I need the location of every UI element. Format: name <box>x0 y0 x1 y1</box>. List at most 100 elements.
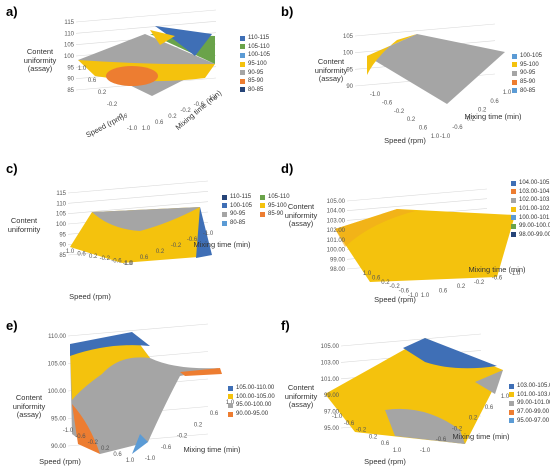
legend-item: 100.00-101.00 <box>511 213 550 222</box>
legend-label: 97.00-99.00 <box>517 409 550 416</box>
y-tick-label: 1.0 <box>421 293 430 299</box>
z-tick-label: 100 <box>64 54 75 60</box>
surface-c-blue-corner <box>196 207 212 258</box>
legend-item: 95-100 <box>240 60 270 69</box>
legend-item: 90-95 <box>512 69 542 78</box>
chart-panel-a: 115 110 105 100 95 90 85 1.0 0.6 0.2 -0.2 -0.6 -1.0 1… <box>0 0 275 157</box>
x-tick-label: -1.0 <box>408 293 419 299</box>
x-tick-label: -0.6 <box>399 289 410 295</box>
legend-swatch <box>511 180 516 186</box>
legend-swatch <box>240 52 245 58</box>
legend-label: 100-105 <box>520 53 543 60</box>
x-tick-label: 1.0 <box>363 271 372 277</box>
legend-swatch <box>260 211 265 217</box>
surface-f-gray <box>385 370 503 444</box>
y-tick-label: -1.0 <box>440 134 451 140</box>
z-axis-label: Content uniformity (assay) <box>314 57 348 83</box>
x-tick-label: -0.2 <box>356 428 367 434</box>
chart-panel-e: 110.00 105.00 100.00 95.00 90.00 -1.0 -0.6 -0.2… <box>0 314 275 471</box>
y-tick-label: 1.0 <box>124 261 133 267</box>
legend-label: 103.00-104.00 <box>519 188 550 195</box>
z-tick-label: 103.00 <box>327 218 346 224</box>
x-axis-title: Speed (rpm) <box>69 292 111 301</box>
legend-swatch <box>509 392 514 398</box>
x-tick-label: -0.6 <box>75 434 86 440</box>
z-tick-label: 103.00 <box>321 360 340 366</box>
legend-item: 103.00-105.00 <box>509 382 550 391</box>
x-tick-label: 0.6 <box>381 441 390 447</box>
legend-swatch <box>228 411 233 417</box>
x-tick-label: 0.6 <box>77 251 86 257</box>
z-tick-label: 95.00 <box>51 417 67 423</box>
legend-item: 105-110 <box>240 43 270 52</box>
legend-item: 95-100 <box>260 202 298 211</box>
legend-item: 80-85 <box>240 86 270 95</box>
legend-item: 98.00-99.00 <box>511 231 550 240</box>
z-tick-label: 95 <box>59 232 66 238</box>
legend-item: 105.00-110.00 <box>228 384 275 393</box>
surface-e-blue-bottom <box>132 434 148 454</box>
legend-label: 95-100 <box>520 61 539 68</box>
x-tick-label: -0.2 <box>389 284 400 290</box>
x-tick-label: -1.0 <box>63 428 74 434</box>
z-tick-label: 100.00 <box>48 389 67 395</box>
panel-label: a) <box>6 4 18 19</box>
legend-item: 95.00-100.00 <box>228 401 275 410</box>
legend-swatch <box>509 400 514 406</box>
legend-swatch <box>222 211 227 217</box>
surface-b-gray <box>367 34 505 104</box>
x-tick-label: 0.6 <box>419 126 428 132</box>
wall-gridline <box>75 9 217 23</box>
legend-item: 100.00-105.00 <box>228 393 275 402</box>
z-tick-label: 105.00 <box>327 199 346 205</box>
legend-swatch <box>511 189 516 195</box>
z-tick-label: 95 <box>346 67 353 73</box>
y-tick-label: -0.2 <box>452 426 463 432</box>
legend-item: 95-100 <box>512 61 542 70</box>
legend-label: 105-110 <box>268 194 290 201</box>
legend-swatch <box>511 223 516 229</box>
legend-label: 80-85 <box>230 220 246 227</box>
y-tick-label: 1.0 <box>142 126 151 132</box>
surface-e-yellow <box>70 334 150 400</box>
wall-gridline <box>346 188 488 202</box>
legend-swatch <box>509 409 514 415</box>
legend-label: 103.00-105.00 <box>517 383 550 390</box>
z-tick-label: 105 <box>343 34 354 40</box>
y-tick-label: 0.6 <box>439 289 448 295</box>
legend-item: 103.00-104.00 <box>511 188 550 197</box>
legend-swatch <box>228 394 233 400</box>
z-tick-label: 100 <box>56 222 67 228</box>
surface-d-orange-tint <box>335 209 415 247</box>
legend-label: 105.00-110.00 <box>236 385 275 392</box>
y-tick-label: 0.2 <box>194 422 203 428</box>
x-tick-label: -0.2 <box>394 109 405 115</box>
legend-swatch <box>511 232 516 238</box>
z-tick-label: 99.00 <box>330 257 346 263</box>
chart-panel-b: 105 100 95 90 -1.0 -0.6 -0.2 0.2 0.6 1.0 -1.0 -0.6-… <box>275 0 550 157</box>
legend-label: 95.00-97.00 <box>517 417 550 424</box>
legend: 110-115 105-110 100-105 95-100 90-95 85-90 80-… <box>222 193 298 227</box>
y-tick-label: -0.2 <box>177 434 188 440</box>
x-tick-label: -0.6 <box>344 421 355 427</box>
legend-swatch <box>512 53 517 59</box>
z-axis-label: Content uniformity <box>7 216 41 234</box>
surface-plot-d: 105.00 104.00 103.00 102.00 101.00 100.00 99.0… <box>327 188 526 304</box>
y-tick-label: 0.6 <box>155 120 164 126</box>
z-tick-label: 105 <box>64 43 75 49</box>
legend-item: 101.00-102.00 <box>511 205 550 214</box>
x-axis-title: Speed (rpm) <box>39 457 81 466</box>
z-tick-label: 97.00 <box>324 410 340 416</box>
panel-label: c) <box>6 161 18 176</box>
x-axis-title: Speed (rpm) <box>84 112 125 140</box>
legend-label: 90-95 <box>248 69 264 76</box>
y-tick-label: 0.2 <box>469 416 478 422</box>
legend-label: 80-85 <box>520 87 536 94</box>
legend-label: 95-100 <box>248 61 267 68</box>
legend-label: 101.00-102.00 <box>519 206 550 213</box>
x-tick-label: 0.6 <box>113 452 122 458</box>
y-axis-title: Mixing time (min) <box>452 432 510 441</box>
wall-gridline <box>346 198 488 212</box>
